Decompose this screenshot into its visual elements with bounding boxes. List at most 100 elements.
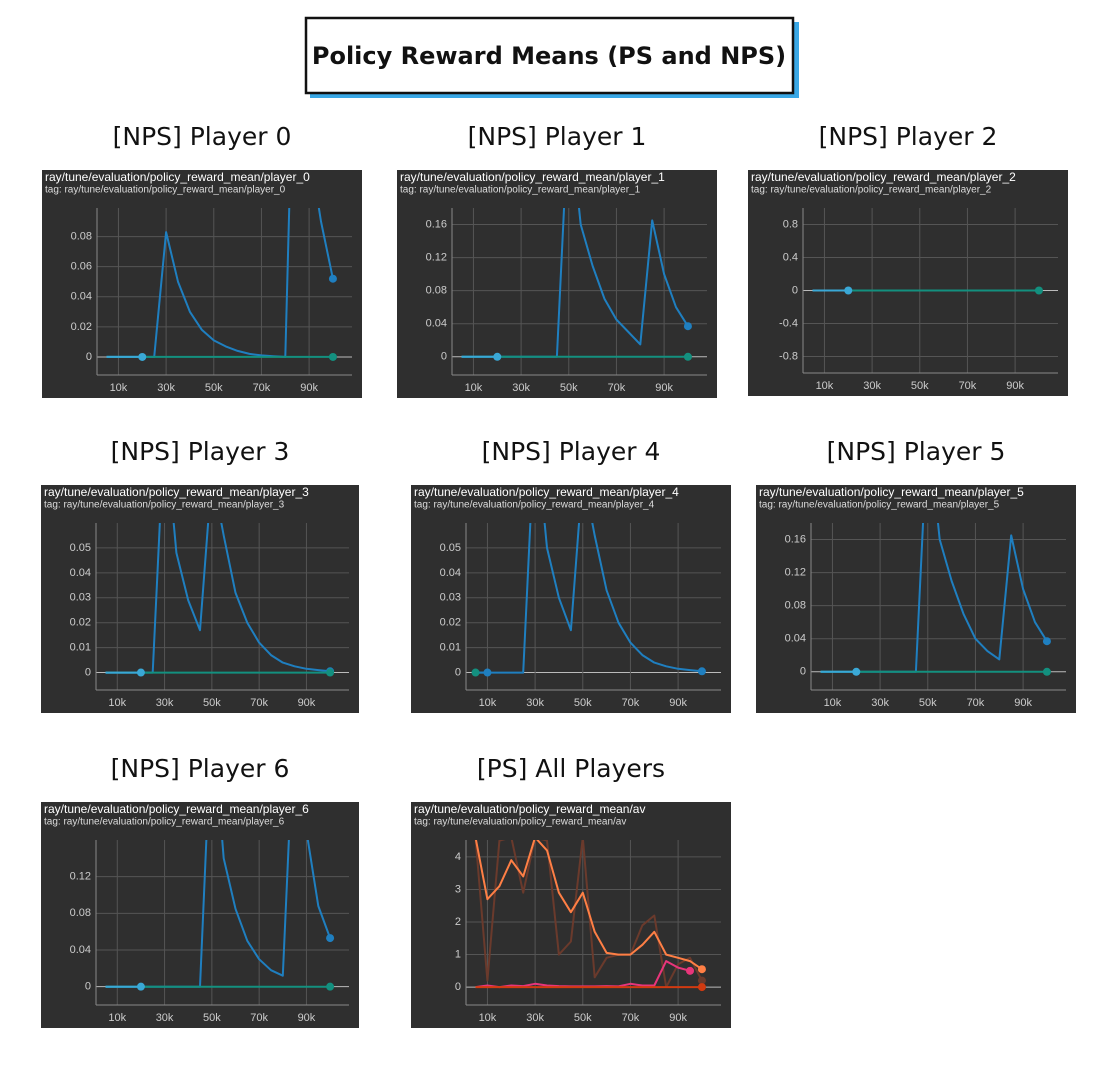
chart-title: [NPS] Player 0 bbox=[113, 122, 292, 151]
y-tick-label: 0.04 bbox=[70, 944, 91, 956]
chart-panel: ray/tune/evaluation/policy_reward_mean/p… bbox=[748, 170, 1068, 396]
series-end-point bbox=[483, 668, 492, 677]
x-tick-label: 50k bbox=[203, 697, 221, 709]
x-tick-label: 10k bbox=[824, 697, 842, 709]
series-end-point bbox=[493, 352, 502, 361]
y-tick-label: 0.04 bbox=[70, 567, 91, 579]
chart-title: [NPS] Player 3 bbox=[111, 437, 290, 466]
x-tick-label: 50k bbox=[911, 380, 929, 392]
y-tick-label: 0.03 bbox=[440, 592, 461, 604]
y-tick-label: 0.01 bbox=[70, 642, 91, 654]
y-tick-label: 0.08 bbox=[71, 230, 92, 242]
series-end-point bbox=[1034, 286, 1043, 295]
panel-tag: tag: ray/tune/evaluation/policy_reward_m… bbox=[45, 185, 286, 196]
x-tick-label: 10k bbox=[816, 380, 834, 392]
chart-title: [NPS] Player 6 bbox=[111, 754, 290, 783]
series-end-point bbox=[471, 668, 480, 677]
series-end-point bbox=[697, 976, 706, 985]
chart-title: [NPS] Player 1 bbox=[468, 122, 647, 151]
x-tick-label: 30k bbox=[156, 1012, 174, 1024]
y-tick-label: 3 bbox=[455, 883, 461, 895]
x-tick-label: 70k bbox=[250, 1012, 268, 1024]
y-tick-label: 0 bbox=[455, 981, 461, 993]
panel-title: ray/tune/evaluation/policy_reward_mean/p… bbox=[44, 485, 309, 499]
series-end-point bbox=[136, 982, 145, 991]
series-end-point bbox=[697, 983, 706, 992]
x-tick-label: 50k bbox=[574, 1012, 592, 1024]
y-tick-label: 0.16 bbox=[426, 218, 447, 230]
y-tick-label: 0.8 bbox=[783, 218, 798, 230]
y-tick-label: 4 bbox=[455, 851, 461, 863]
x-tick-label: 90k bbox=[298, 1012, 316, 1024]
series-line bbox=[474, 840, 703, 989]
y-tick-label: -0.4 bbox=[779, 317, 798, 329]
plot-area bbox=[474, 840, 703, 989]
series-end-point bbox=[136, 668, 145, 677]
x-tick-label: 50k bbox=[574, 697, 592, 709]
y-tick-label: 0.12 bbox=[785, 567, 806, 579]
series-end-point bbox=[326, 982, 335, 991]
y-tick-label: 0.05 bbox=[70, 542, 91, 554]
chart-title: [PS] All Players bbox=[477, 754, 665, 783]
y-tick-label: 0.08 bbox=[785, 600, 806, 612]
series-end-point bbox=[697, 667, 706, 676]
x-tick-label: 90k bbox=[669, 1012, 687, 1024]
series-end-point bbox=[852, 667, 861, 676]
y-tick-label: 0.04 bbox=[71, 291, 92, 303]
y-tick-label: 0.05 bbox=[440, 542, 461, 554]
panel-tag: tag: ray/tune/evaluation/policy_reward_m… bbox=[751, 185, 992, 196]
series-line bbox=[474, 840, 703, 971]
y-tick-label: 0.04 bbox=[785, 633, 806, 645]
y-tick-label: 0.16 bbox=[785, 533, 806, 545]
y-tick-label: 0.08 bbox=[426, 285, 447, 297]
panel-tag: tag: ray/tune/evaluation/policy_reward_m… bbox=[414, 500, 655, 511]
series-end-point bbox=[697, 965, 706, 974]
y-tick-label: 0.12 bbox=[70, 871, 91, 883]
y-tick-label: 0.02 bbox=[71, 321, 92, 333]
x-tick-label: 90k bbox=[1006, 380, 1024, 392]
title-box bbox=[304, 16, 795, 95]
series-end-point bbox=[1042, 637, 1051, 646]
series-end-point bbox=[328, 274, 337, 283]
x-tick-label: 90k bbox=[300, 382, 318, 394]
series-end-point bbox=[683, 322, 692, 331]
x-tick-label: 70k bbox=[967, 697, 985, 709]
chart-panel: ray/tune/evaluation/policy_reward_mean/p… bbox=[41, 485, 359, 713]
chart-title: [NPS] Player 5 bbox=[827, 437, 1006, 466]
series-end-point bbox=[683, 352, 692, 361]
x-tick-label: 50k bbox=[919, 697, 937, 709]
x-tick-label: 90k bbox=[298, 697, 316, 709]
y-tick-label: 0.02 bbox=[70, 617, 91, 629]
panel-title: ray/tune/evaluation/policy_reward_mean/p… bbox=[759, 485, 1024, 499]
x-tick-label: 50k bbox=[203, 1012, 221, 1024]
x-tick-label: 90k bbox=[655, 382, 673, 394]
panel-tag: tag: ray/tune/evaluation/policy_reward_m… bbox=[400, 185, 641, 196]
panel-title: ray/tune/evaluation/policy_reward_mean/p… bbox=[44, 802, 309, 816]
series-end-point bbox=[1042, 667, 1051, 676]
x-tick-label: 10k bbox=[465, 382, 483, 394]
chart-title: [NPS] Player 2 bbox=[819, 122, 998, 151]
panel-title: ray/tune/evaluation/policy_reward_mean/p… bbox=[414, 485, 679, 499]
x-tick-label: 70k bbox=[622, 1012, 640, 1024]
panel-title: ray/tune/evaluation/policy_reward_mean/p… bbox=[45, 170, 310, 184]
y-tick-label: 0 bbox=[85, 666, 91, 678]
x-tick-label: 10k bbox=[108, 697, 126, 709]
panel-title: ray/tune/evaluation/policy_reward_mean/p… bbox=[751, 170, 1016, 184]
y-tick-label: 0.12 bbox=[426, 252, 447, 264]
chart-panel: ray/tune/evaluation/policy_reward_mean/p… bbox=[42, 170, 362, 398]
y-tick-label: 0 bbox=[800, 666, 806, 678]
series-end-point bbox=[328, 352, 337, 361]
y-tick-label: 0.03 bbox=[70, 592, 91, 604]
y-tick-label: 0.04 bbox=[440, 567, 461, 579]
y-tick-label: 0.01 bbox=[440, 642, 461, 654]
y-tick-label: 0.08 bbox=[70, 907, 91, 919]
x-tick-label: 50k bbox=[560, 382, 578, 394]
x-tick-label: 30k bbox=[157, 382, 175, 394]
series-end-point bbox=[326, 934, 335, 943]
panel-tag: tag: ray/tune/evaluation/policy_reward_m… bbox=[414, 817, 626, 828]
panel-tag: tag: ray/tune/evaluation/policy_reward_m… bbox=[44, 500, 285, 511]
x-tick-label: 70k bbox=[622, 697, 640, 709]
series-line bbox=[475, 523, 703, 674]
